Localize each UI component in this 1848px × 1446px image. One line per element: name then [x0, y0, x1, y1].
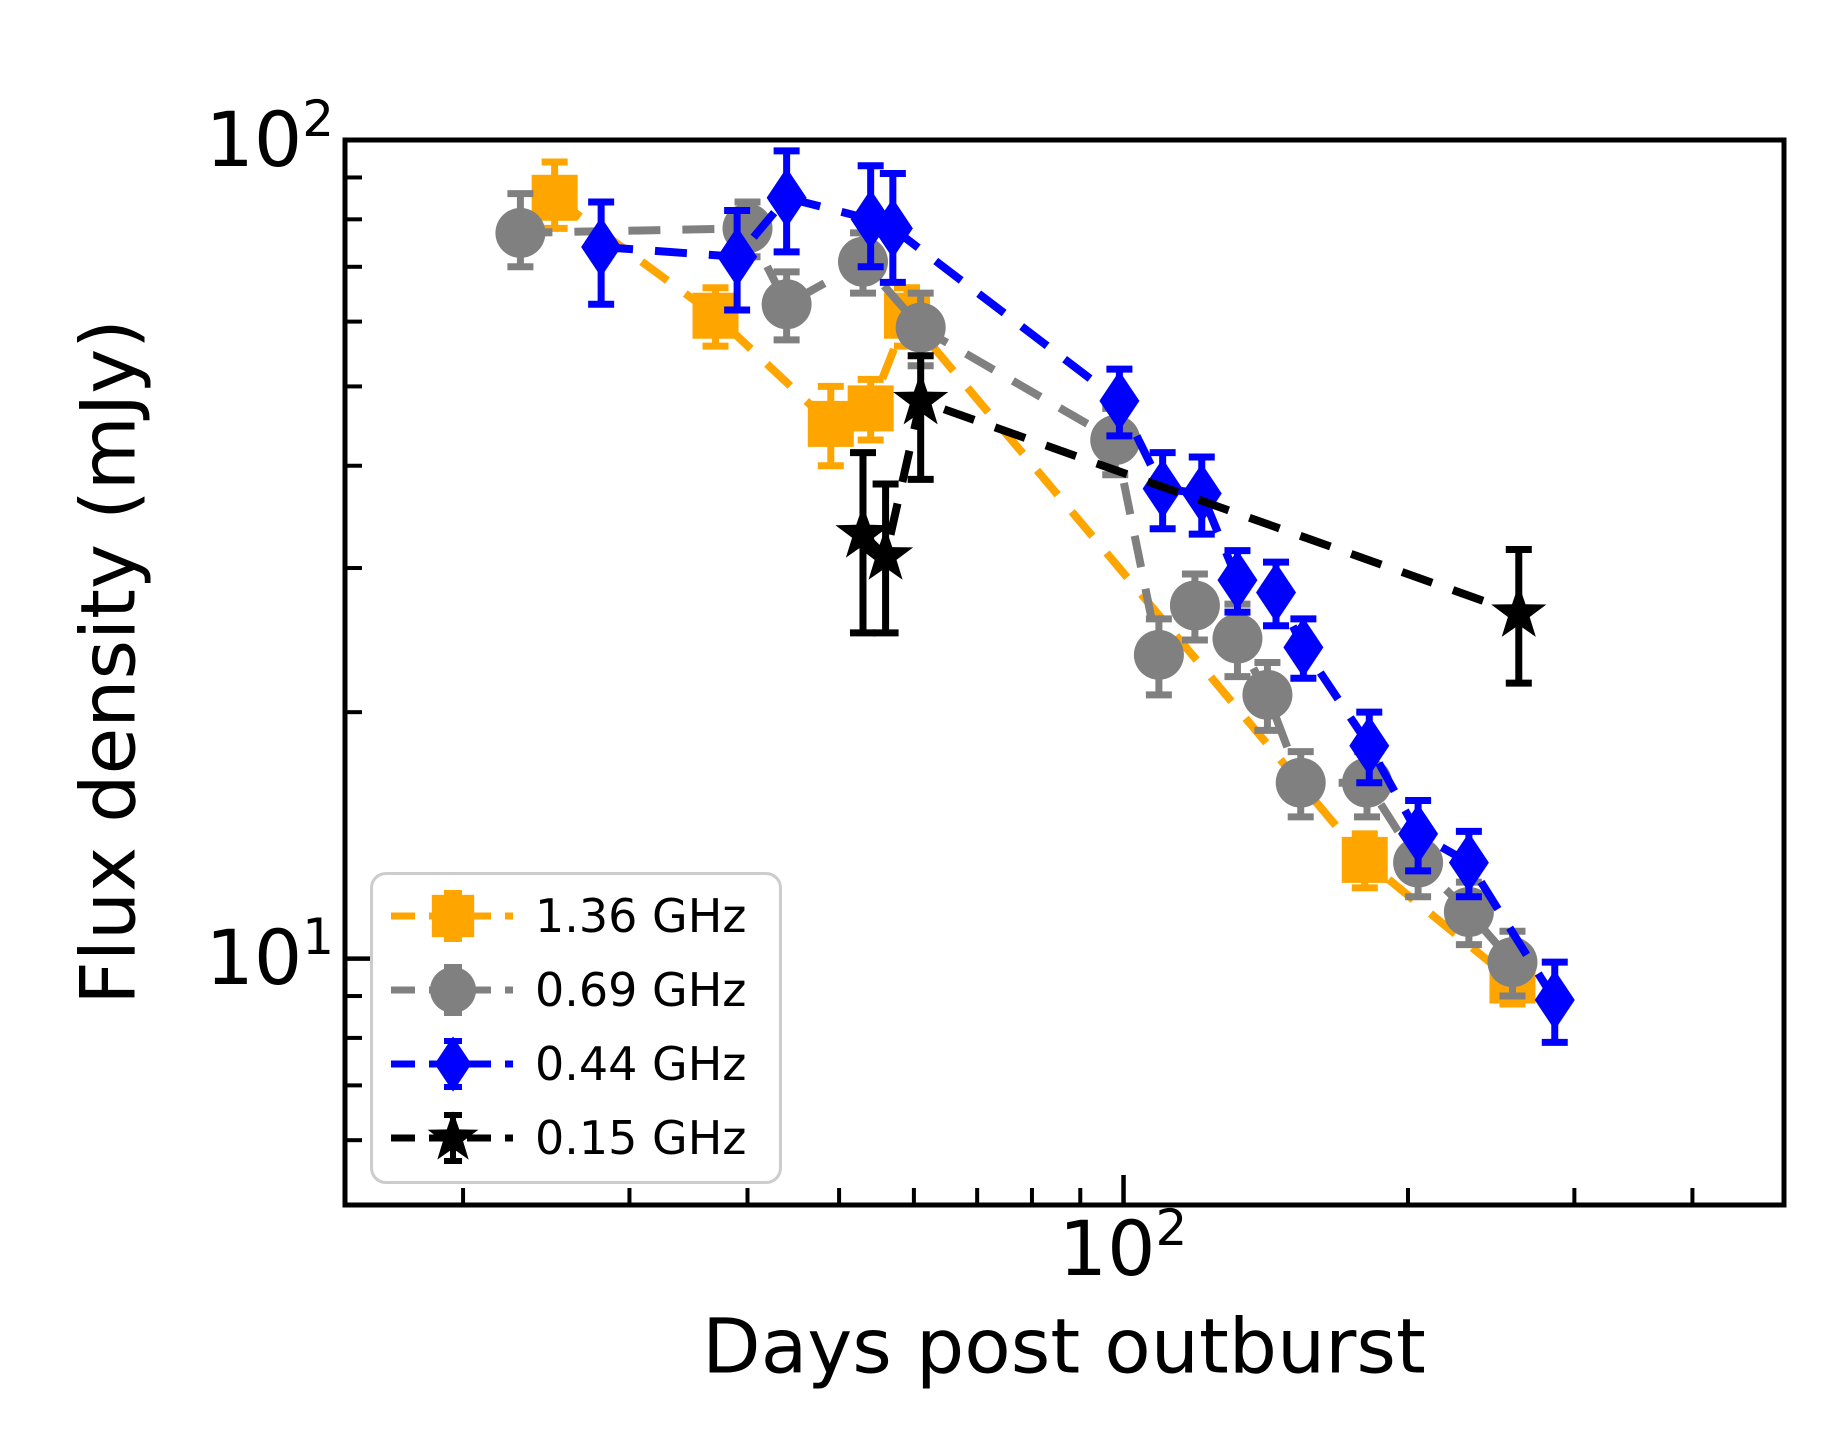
y-tick-label-10: 101: [205, 912, 334, 996]
legend: 1.36 GHz 0.69 GHz 0.44 GHz 0.15 GHz: [370, 872, 782, 1184]
legend-label: 0.69 GHz: [535, 963, 747, 1017]
y-tick-label-100: 102: [205, 94, 334, 178]
legend-label: 0.44 GHz: [535, 1037, 747, 1091]
legend-marker-diamond-icon: [391, 1036, 513, 1092]
legend-item-0.44ghz: 0.44 GHz: [387, 1027, 779, 1101]
legend-marker-star-icon: [391, 1111, 513, 1164]
y-tick-10-exponent: 1: [302, 908, 334, 966]
legend-item-0.15ghz: 0.15 GHz: [387, 1101, 779, 1175]
x-tick-100-exponent: 2: [1155, 1199, 1188, 1257]
y-tick-100-base: 10: [205, 95, 303, 184]
legend-label: 0.15 GHz: [535, 1111, 747, 1165]
legend-item-1.36ghz: 1.36 GHz: [387, 879, 779, 953]
legend-item-0.69ghz: 0.69 GHz: [387, 953, 779, 1027]
legend-label: 1.36 GHz: [535, 889, 747, 943]
x-axis-label: Days post outburst: [702, 1301, 1426, 1391]
x-tick-label-100: 102: [1059, 1203, 1188, 1287]
y-axis-label: Flux density (mJy): [63, 319, 153, 1005]
legend-marker-circle-icon: [391, 964, 513, 1016]
y-tick-100-exponent: 2: [302, 90, 334, 148]
x-tick-100-base: 10: [1058, 1204, 1156, 1293]
legend-marker-square-icon: [391, 890, 513, 942]
y-tick-10-base: 10: [205, 913, 303, 1002]
